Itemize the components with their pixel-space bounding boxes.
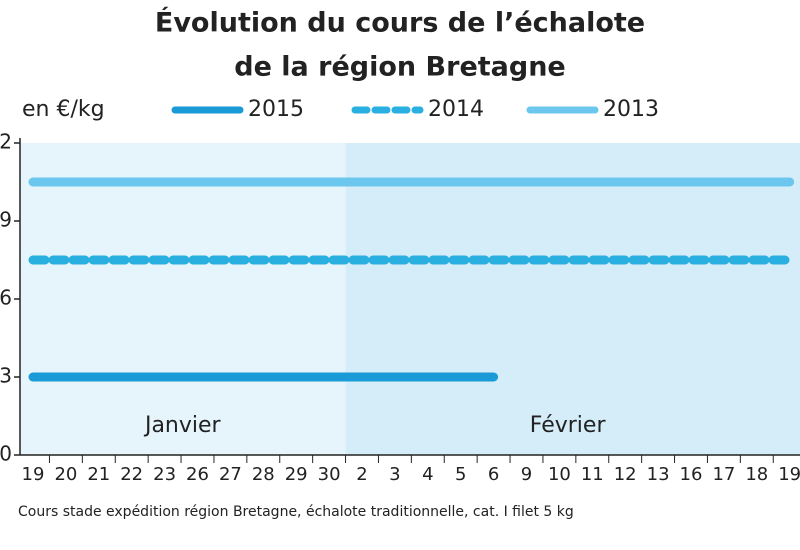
x-tick-label: 19 [778, 464, 800, 485]
month-band [345, 143, 800, 455]
x-tick-label: 18 [745, 464, 768, 485]
month-band [20, 143, 346, 455]
x-tick-label: 28 [252, 464, 275, 485]
x-tick-label: 17 [712, 464, 735, 485]
y-axis-label: en €/kg [22, 97, 105, 122]
legend-label: 2014 [428, 97, 484, 122]
legend-label: 2015 [248, 97, 304, 122]
chart-title: Évolution du cours de l’échalote [155, 7, 645, 39]
legend-label: 2013 [603, 97, 659, 122]
month-label: Février [530, 413, 607, 438]
x-tick-label: 9 [521, 464, 532, 485]
x-tick-label: 4 [422, 464, 433, 485]
y-tick-label: 3 [0, 364, 12, 388]
x-tick-label: 27 [219, 464, 242, 485]
y-tick-label: 0 [0, 442, 12, 466]
y-tick-label: 6 [0, 286, 12, 310]
x-tick-label: 13 [647, 464, 670, 485]
y-tick-label: 12 [0, 130, 12, 154]
x-tick-label: 11 [581, 464, 604, 485]
x-tick-label: 3 [389, 464, 400, 485]
x-tick-label: 21 [87, 464, 110, 485]
x-tick-label: 30 [318, 464, 341, 485]
chart-title: de la région Bretagne [234, 52, 566, 83]
month-label: Janvier [143, 413, 222, 438]
x-tick-label: 23 [153, 464, 176, 485]
x-tick-label: 2 [356, 464, 367, 485]
x-tick-label: 22 [120, 464, 143, 485]
x-tick-label: 26 [186, 464, 209, 485]
x-tick-label: 6 [488, 464, 499, 485]
x-tick-label: 10 [548, 464, 571, 485]
x-tick-label: 12 [614, 464, 637, 485]
y-tick-label: 9 [0, 208, 12, 232]
x-tick-label: 29 [285, 464, 308, 485]
x-tick-label: 20 [54, 464, 77, 485]
x-tick-label: 19 [22, 464, 45, 485]
footnote: Cours stade expédition région Bretagne, … [18, 504, 574, 520]
x-tick-label: 16 [680, 464, 703, 485]
x-tick-label: 5 [455, 464, 466, 485]
